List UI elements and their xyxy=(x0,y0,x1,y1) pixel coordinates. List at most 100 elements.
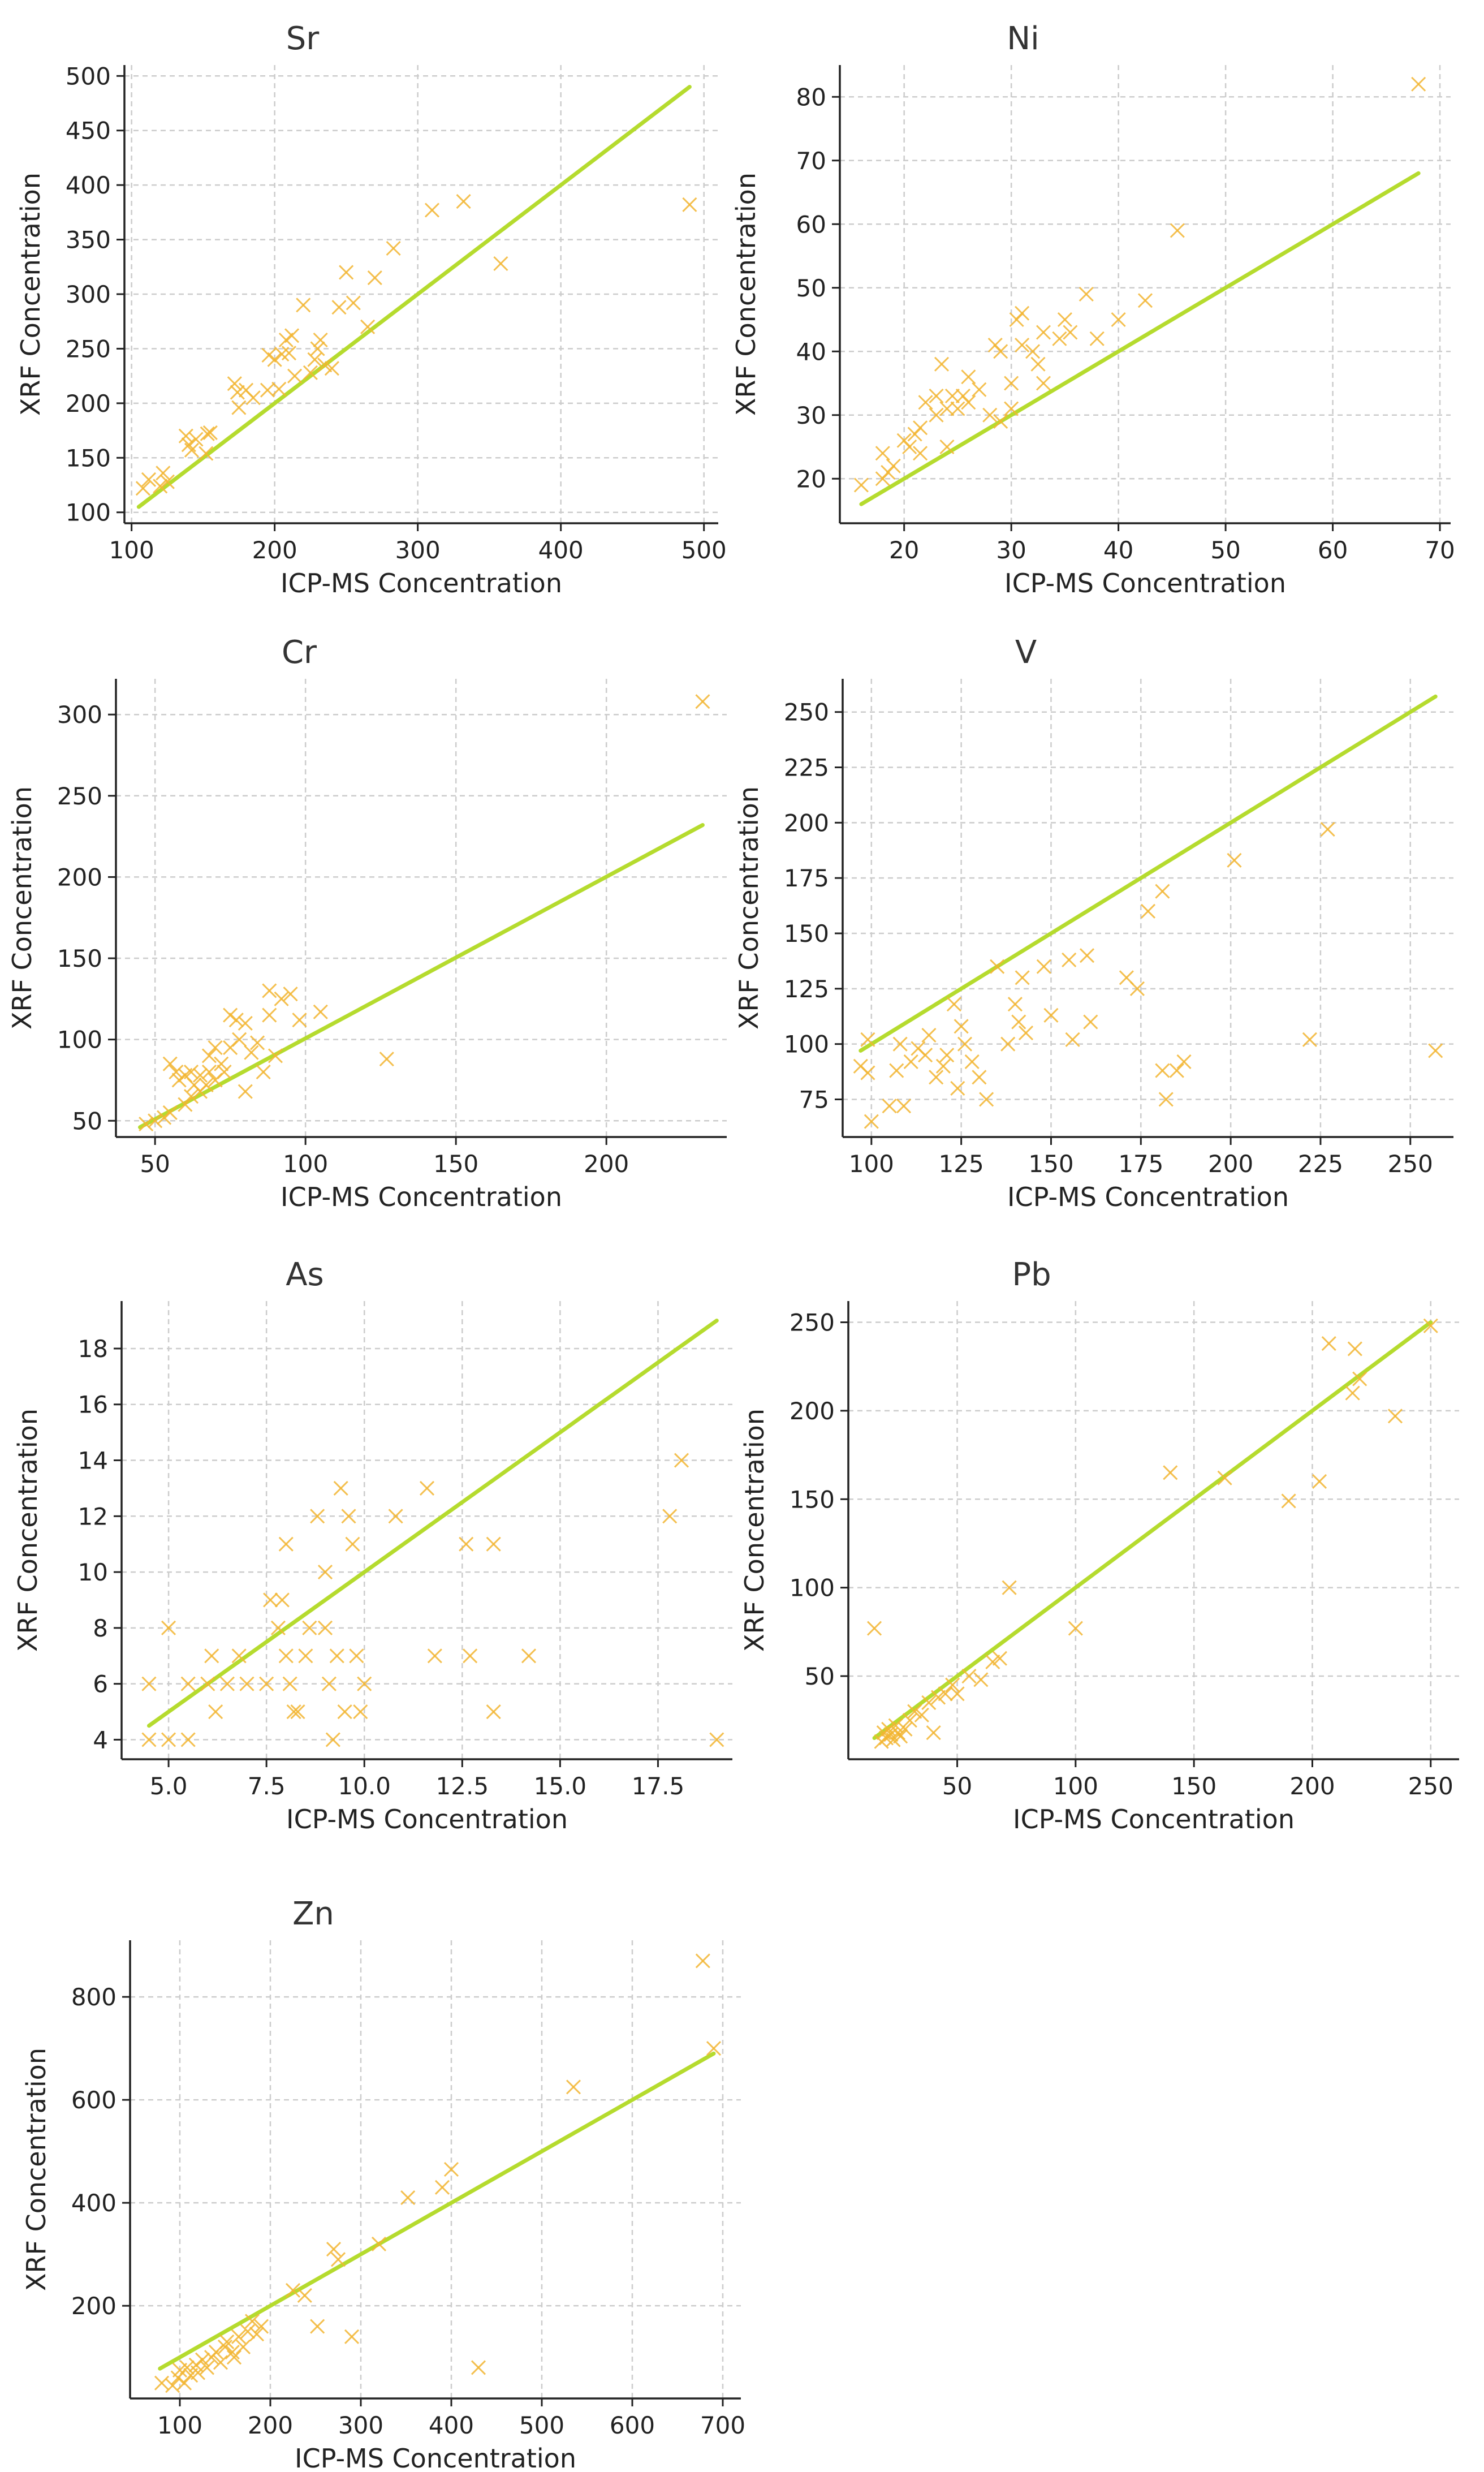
data-point xyxy=(1025,344,1041,359)
data-point xyxy=(231,2329,247,2344)
data-point xyxy=(1227,852,1242,868)
data-point xyxy=(188,432,204,447)
data-point xyxy=(153,479,168,494)
data-point xyxy=(1007,997,1023,1012)
data-point xyxy=(921,1695,937,1710)
data-point xyxy=(400,2190,416,2206)
data-point xyxy=(918,1048,933,1063)
data-point xyxy=(278,1536,294,1552)
data-point xyxy=(866,1621,882,1636)
x-tick-label: 150 xyxy=(1028,1150,1073,1178)
y-tick-label: 18 xyxy=(78,1335,108,1363)
x-tick-label: 10.0 xyxy=(338,1772,391,1800)
x-tick-label: 50 xyxy=(942,1772,972,1800)
data-point xyxy=(875,446,890,461)
data-point xyxy=(1387,1409,1403,1424)
data-point xyxy=(238,1015,253,1031)
data-point xyxy=(902,439,917,455)
y-tick-label: 250 xyxy=(790,1309,835,1337)
x-tick-label: 200 xyxy=(1208,1150,1253,1178)
data-point xyxy=(214,1056,229,1071)
y-tick-label: 200 xyxy=(57,863,102,891)
data-point xyxy=(944,388,960,404)
data-point xyxy=(154,2375,170,2391)
data-point xyxy=(898,1721,913,1737)
data-point xyxy=(208,1704,223,1720)
data-point xyxy=(945,1677,960,1692)
y-tick-label: 250 xyxy=(784,699,829,726)
data-point xyxy=(695,1953,710,1969)
data-point xyxy=(992,1651,1007,1666)
data-point xyxy=(135,481,150,496)
x-tick-label: 200 xyxy=(252,536,297,564)
data-point xyxy=(244,1045,259,1060)
data-point xyxy=(227,376,242,391)
data-point xyxy=(1137,293,1153,308)
data-point xyxy=(929,407,944,423)
data-point xyxy=(337,1704,352,1720)
y-tick-label: 30 xyxy=(796,402,826,429)
y-tick-label: 400 xyxy=(66,171,111,199)
y-tick-label: 350 xyxy=(66,226,111,254)
y-tick-label: 800 xyxy=(71,1983,117,2011)
data-point xyxy=(471,2360,486,2375)
y-tick-label: 16 xyxy=(78,1391,108,1419)
data-point xyxy=(1079,286,1094,302)
data-point xyxy=(148,1113,163,1129)
data-point xyxy=(303,365,318,380)
data-point xyxy=(961,369,976,385)
data-point xyxy=(1312,1474,1327,1489)
data-point xyxy=(270,1620,286,1635)
y-tick-label: 80 xyxy=(796,83,826,111)
data-point xyxy=(1002,1580,1017,1595)
data-point xyxy=(979,1092,994,1107)
y-axis-label: XRF Concentration xyxy=(12,1409,43,1652)
y-tick-label: 600 xyxy=(71,2086,117,2114)
data-point xyxy=(946,997,962,1012)
data-point xyxy=(1036,959,1051,974)
data-point xyxy=(249,2327,265,2342)
chart-title: As xyxy=(286,1256,323,1293)
data-point xyxy=(165,2378,180,2393)
data-point xyxy=(486,1536,501,1552)
y-tick-label: 14 xyxy=(78,1447,108,1475)
data-point xyxy=(682,197,697,212)
data-point xyxy=(326,2242,342,2257)
data-point xyxy=(313,332,328,348)
data-point xyxy=(1169,1063,1184,1078)
data-point xyxy=(926,1725,941,1741)
data-point xyxy=(249,1035,265,1050)
data-point xyxy=(180,1676,196,1691)
y-tick-label: 450 xyxy=(66,117,111,145)
data-point xyxy=(201,1048,217,1063)
y-tick-label: 200 xyxy=(66,390,111,417)
data-point xyxy=(345,1536,360,1552)
x-tick-label: 5.0 xyxy=(150,1772,188,1800)
x-tick-label: 100 xyxy=(1053,1772,1098,1800)
data-point xyxy=(281,346,297,361)
y-axis-label: XRF Concentration xyxy=(734,786,764,1030)
data-point xyxy=(313,1004,328,1019)
x-tick-label: 250 xyxy=(1408,1772,1453,1800)
data-point xyxy=(231,400,247,415)
data-point xyxy=(271,381,287,397)
y-axis-label: XRF Concentration xyxy=(7,786,37,1030)
data-point xyxy=(957,1036,973,1052)
y-tick-label: 300 xyxy=(66,281,111,308)
y-axis-label: XRF Concentration xyxy=(731,173,761,416)
data-point xyxy=(292,1013,307,1028)
data-point xyxy=(993,344,1008,359)
fit-line xyxy=(872,1320,1433,1740)
data-point xyxy=(938,1686,953,1702)
y-tick-label: 250 xyxy=(57,782,102,810)
data-point xyxy=(286,1704,301,1720)
data-point xyxy=(225,2345,240,2360)
x-axis-label: ICP-MS Concentration xyxy=(295,2443,576,2472)
data-point xyxy=(260,382,275,398)
data-point xyxy=(353,1704,368,1720)
y-tick-label: 50 xyxy=(72,1107,102,1135)
y-tick-label: 300 xyxy=(57,701,102,729)
panel-ni: 20 30 40 50 60 70 20 30 40 50 60 70 80 Ni ICP-MS Conce… xyxy=(731,20,1455,598)
data-point xyxy=(1063,325,1078,340)
